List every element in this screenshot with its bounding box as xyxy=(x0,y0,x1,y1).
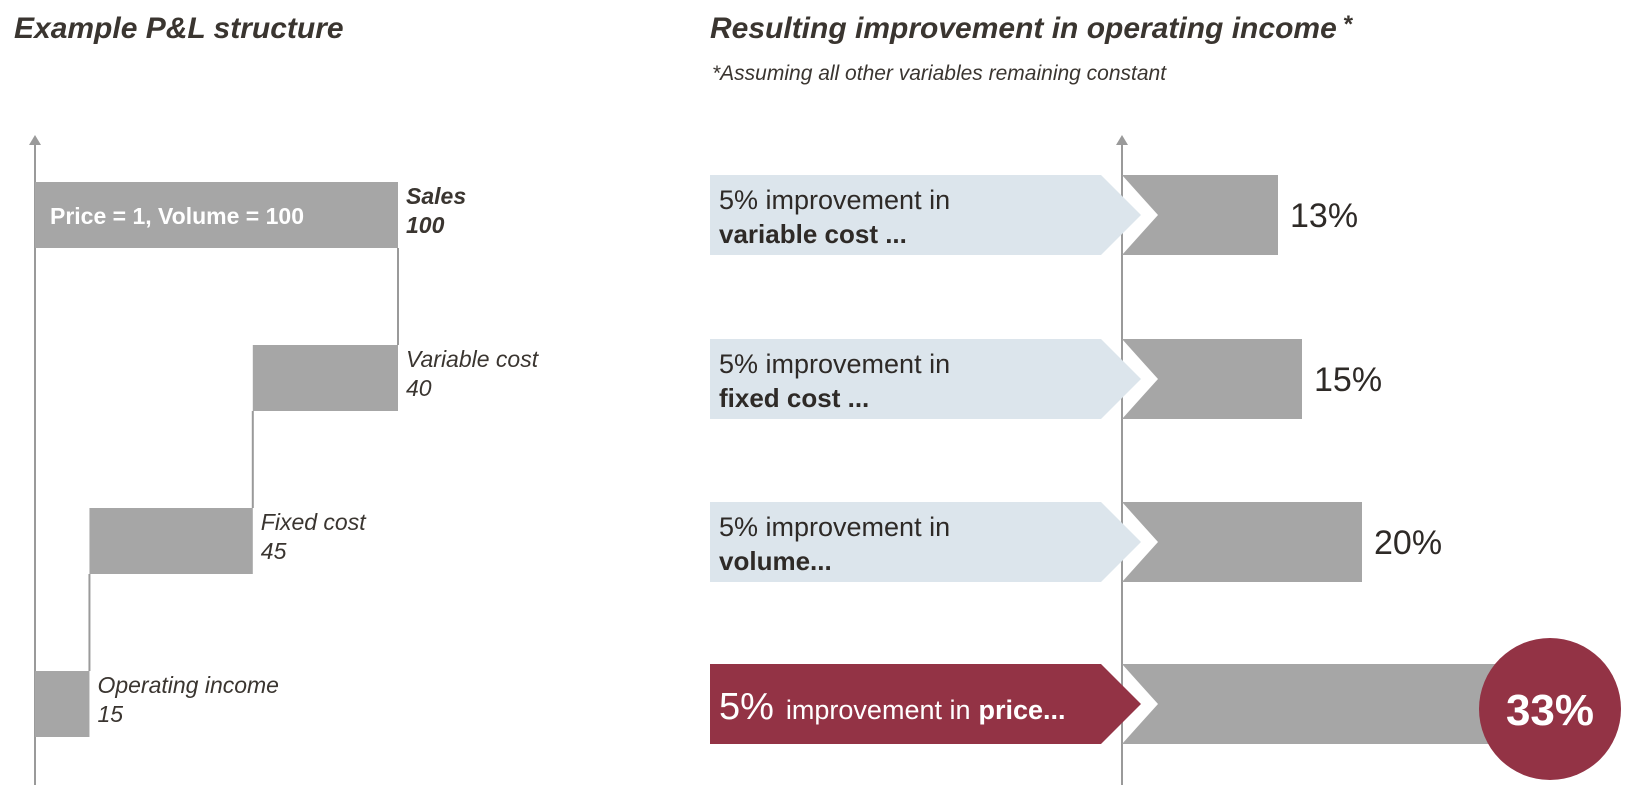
driver-label-line2-3: volume... xyxy=(719,546,832,576)
waterfall-axis-arrowhead xyxy=(29,135,41,145)
waterfall-label-sales: Sales xyxy=(406,183,466,209)
driver-label-line1-1: 5% improvement in xyxy=(719,185,950,215)
driver-label-line2-2: fixed cost ... xyxy=(719,383,869,413)
improvement-bar-4 xyxy=(1122,664,1518,744)
improvement-value-2: 15% xyxy=(1314,361,1382,399)
improvement-value-1: 13% xyxy=(1290,197,1358,235)
improvement-driver-arrow-4 xyxy=(710,664,1141,744)
improvement-title-asterisk: * xyxy=(1343,11,1354,38)
driver-label-price-mid: improvement in xyxy=(786,695,971,725)
driver-label-line1-2: 5% improvement in xyxy=(719,349,950,379)
improvement-bar-3 xyxy=(1122,502,1362,582)
improvement-chart: 5% improvement in variable cost ... 13% 5% … xyxy=(710,135,1621,785)
waterfall-value-sales: 100 xyxy=(406,212,445,238)
driver-label-line2-1: variable cost ... xyxy=(719,219,907,249)
sales-bar-label: Price = 1, Volume = 100 xyxy=(50,203,304,229)
improvement-title-text: Resulting improvement in operating incom… xyxy=(710,12,1337,45)
driver-label-line1-3: 5% improvement in xyxy=(719,512,950,542)
waterfall-label-variable-cost: Variable cost xyxy=(406,346,540,372)
pl-title: Example P&L structure xyxy=(14,12,344,45)
improvement-driver-arrow-1 xyxy=(710,175,1141,255)
waterfall-bar-sales xyxy=(35,182,398,248)
improvement-driver-arrow-2 xyxy=(710,339,1141,419)
waterfall-bar-variable-cost xyxy=(252,345,398,411)
waterfall-label-fixed-cost: Fixed cost xyxy=(261,509,367,535)
driver-label-price-bold: price... xyxy=(979,695,1066,725)
improvement-value-4: 33% xyxy=(1506,686,1594,735)
waterfall-bar-fixed-cost xyxy=(89,508,253,574)
waterfall-chart: Sales 100 Variable cost 40 Fixed cost 45 Opera… xyxy=(29,135,540,785)
improvement-bar-2 xyxy=(1122,339,1302,419)
waterfall-bar-operating-income xyxy=(35,671,90,737)
waterfall-label-operating-income: Operating income xyxy=(97,672,279,698)
improvement-highlight-circle xyxy=(1479,638,1621,780)
waterfall-value-variable-cost: 40 xyxy=(406,375,432,401)
improvement-axis-arrowhead xyxy=(1116,135,1128,145)
improvement-title: Resulting improvement in operating incom… xyxy=(710,11,1354,45)
waterfall-value-fixed-cost: 45 xyxy=(261,538,287,564)
improvement-value-3: 20% xyxy=(1374,524,1442,562)
driver-label-price-percent: 5% xyxy=(719,686,774,728)
improvement-driver-arrow-3 xyxy=(710,502,1141,582)
improvement-footnote: *Assuming all other variables remaining … xyxy=(712,62,1167,85)
driver-label-price: 5% improvement in price... xyxy=(719,686,1066,728)
waterfall-value-operating-income: 15 xyxy=(97,701,123,727)
improvement-bar-1 xyxy=(1122,175,1278,255)
